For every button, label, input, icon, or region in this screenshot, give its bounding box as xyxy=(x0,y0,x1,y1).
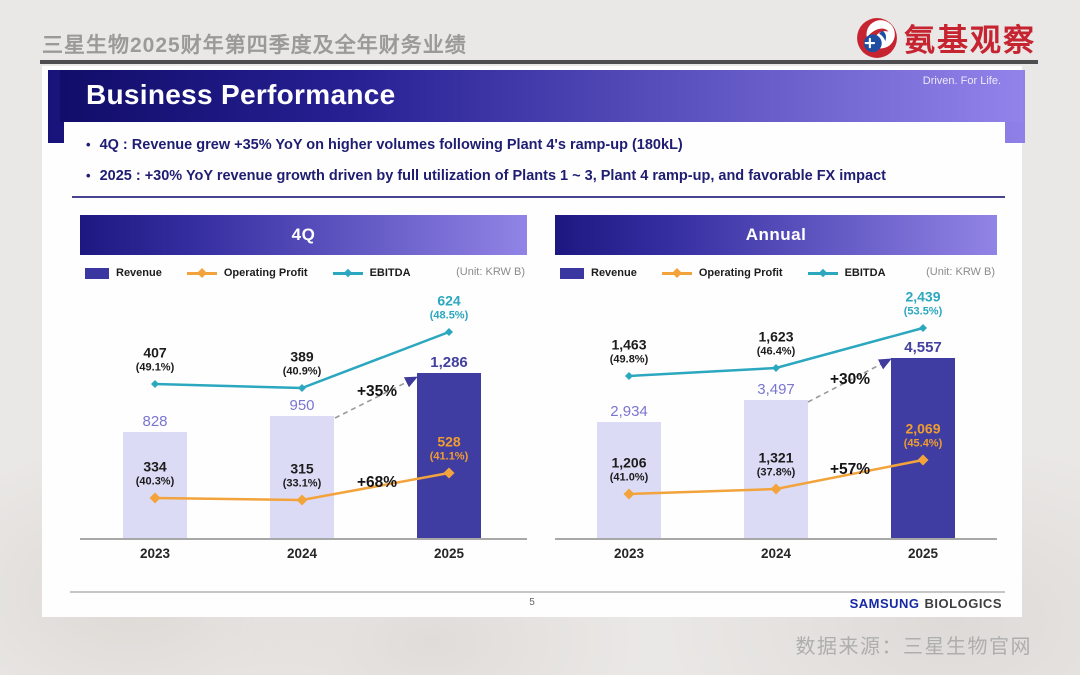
revenue-bar-2023 xyxy=(123,432,187,538)
ebitda-label-2025: 624 (48.5%) xyxy=(429,292,469,322)
ebitda-label-2025: 2,439 (53.5%) xyxy=(903,288,943,318)
bullet-4q: • 4Q : Revenue grew +35% YoY on higher v… xyxy=(86,137,996,153)
bullets-divider xyxy=(72,196,1005,198)
revenue-growth-annotation: +30% xyxy=(829,371,871,388)
revenue-label-2025: 4,557 xyxy=(904,339,942,356)
brand-swirl-icon xyxy=(857,17,897,58)
legend-revenue-label: Revenue xyxy=(116,267,162,279)
slide-tagline: Driven. For Life. xyxy=(922,75,1001,87)
chart-lines-svg xyxy=(149,328,455,506)
chart-legend: Revenue Operating Profit EBITDA (Unit: K… xyxy=(555,265,997,281)
legend-ebitda: EBITDA xyxy=(807,267,886,279)
ebitda-label-2024: 1,623 (46.4%) xyxy=(756,328,796,358)
ebitda-label-2024: 389 (40.9%) xyxy=(282,348,322,378)
header-divider xyxy=(40,60,1038,64)
revenue-bar-2024 xyxy=(744,400,808,538)
bullet-icon: • xyxy=(86,137,91,152)
operating-profit-label-2025: 2,069 (45.4%) xyxy=(903,420,943,450)
samsung-wordmark: SAMSUNG xyxy=(849,596,920,611)
chart-legend: Revenue Operating Profit EBITDA (Unit: K… xyxy=(80,265,527,281)
legend-operating-profit: Operating Profit xyxy=(661,267,783,279)
ebitda-line-icon xyxy=(332,268,363,278)
operating-profit-line-icon xyxy=(661,268,692,278)
legend-ebitda-label: EBITDA xyxy=(844,267,886,279)
unit-label: (Unit: KRW B) xyxy=(456,266,525,278)
x-axis-label-2023: 2023 xyxy=(139,546,171,561)
operating-profit-growth-annotation: +57% xyxy=(829,461,871,478)
biologics-wordmark: BIOLOGICS xyxy=(924,596,1002,611)
legend-operating-profit: Operating Profit xyxy=(186,267,308,279)
legend-operating-profit-label: Operating Profit xyxy=(223,267,308,279)
x-axis-label-2024: 2024 xyxy=(760,546,792,561)
brand-wordmark: 氨基观察 xyxy=(904,23,1036,58)
legend-ebitda: EBITDA xyxy=(332,267,411,279)
legend-revenue-label: Revenue xyxy=(591,267,637,279)
chart-header-4q: 4Q xyxy=(80,215,527,255)
revenue-bar-2025 xyxy=(891,358,955,538)
revenue-label-2024: 3,497 xyxy=(757,381,795,398)
operating-profit-label-2024: 315 (33.1%) xyxy=(282,460,322,490)
operating-profit-label-2024: 1,321 (37.8%) xyxy=(756,449,796,479)
chart-plot-4q: 828 950 1,286 334 (40.3%) 315 (33.1%) 528 (41.1%… xyxy=(80,290,527,540)
chart-header-annual: Annual xyxy=(555,215,997,255)
bullet-2025-text: 2025 : +30% YoY revenue growth driven by… xyxy=(99,168,886,184)
x-axis-label-2024: 2024 xyxy=(286,546,318,561)
slide-title-bar: Business Performance Driven. For Life. xyxy=(60,70,1023,122)
presentation-slide: Business Performance Driven. For Life. •… xyxy=(42,66,1025,617)
revenue-label-2023: 828 xyxy=(142,413,168,430)
revenue-label-2024: 950 xyxy=(289,397,315,414)
ebitda-label-2023: 1,463 (49.8%) xyxy=(609,336,649,366)
slide-page-number: 5 xyxy=(529,597,535,608)
slide-title: Business Performance xyxy=(86,79,396,110)
revenue-swatch-icon xyxy=(85,267,109,279)
x-axis-labels: 2023 2024 2025 xyxy=(80,546,527,564)
revenue-growth-annotation: +35% xyxy=(356,383,398,400)
revenue-label-2025: 1,286 xyxy=(430,354,468,371)
revenue-bar-2024 xyxy=(270,416,334,538)
bullet-icon: • xyxy=(86,168,91,183)
ebitda-label-2023: 407 (49.1%) xyxy=(135,344,175,374)
legend-ebitda-label: EBITDA xyxy=(369,267,411,279)
x-axis-label-2023: 2023 xyxy=(613,546,645,561)
revenue-label-2023: 2,934 xyxy=(610,403,648,420)
revenue-bar-2023 xyxy=(597,422,661,538)
key-messages: • 4Q : Revenue grew +35% YoY on higher v… xyxy=(86,137,996,199)
bullet-2025: • 2025 : +30% YoY revenue growth driven … xyxy=(86,168,996,184)
unit-label: (Unit: KRW B) xyxy=(926,266,995,278)
x-axis-label-2025: 2025 xyxy=(433,546,465,561)
operating-profit-line-icon xyxy=(186,268,217,278)
content-surface xyxy=(64,116,1005,161)
operating-profit-label-2023: 1,206 (41.0%) xyxy=(609,454,649,484)
samsung-biologics-logo: SAMSUNG BIOLOGICS xyxy=(850,596,1002,611)
data-source-note: 数据来源：三星生物官网 xyxy=(795,636,1032,658)
operating-profit-label-2025: 528 (41.1%) xyxy=(429,433,469,463)
chart-lines-svg xyxy=(623,324,929,500)
revenue-swatch-icon xyxy=(560,267,584,279)
article-title: 三星生物2025财年第四季度及全年财务业绩 xyxy=(42,34,467,57)
legend-revenue: Revenue xyxy=(560,267,637,279)
legend-revenue: Revenue xyxy=(85,267,162,279)
slide-footer-divider xyxy=(70,591,1005,593)
bullet-4q-text: 4Q : Revenue grew +35% YoY on higher vol… xyxy=(99,137,683,153)
operating-profit-label-2023: 334 (40.3%) xyxy=(135,458,175,488)
brand-logo: 氨基观察 xyxy=(856,15,1036,60)
chart-panel-4q: 4Q Revenue Operating Profit EBITDA (Unit… xyxy=(80,215,527,564)
x-axis-label-2025: 2025 xyxy=(907,546,939,561)
revenue-bar-2025 xyxy=(417,373,481,538)
chart-panel-annual: Annual Revenue Operating Profit EBITDA (… xyxy=(555,215,997,564)
legend-operating-profit-label: Operating Profit xyxy=(698,267,783,279)
ebitda-line-icon xyxy=(807,268,838,278)
chart-plot-annual: 2,934 3,497 4,557 1,206 (41.0%) 1,321 (37.8%) 2… xyxy=(555,288,997,540)
x-axis-labels: 2023 2024 2025 xyxy=(555,546,997,564)
operating-profit-growth-annotation: +68% xyxy=(356,474,398,491)
